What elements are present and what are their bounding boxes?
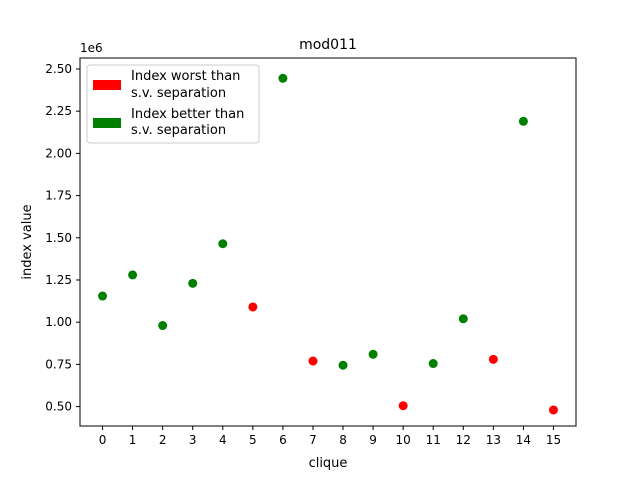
data-point xyxy=(458,314,468,324)
data-point xyxy=(218,239,228,249)
x-tick-label: 13 xyxy=(486,433,501,447)
y-tick-label: 1.50 xyxy=(45,231,72,245)
data-point xyxy=(488,354,498,364)
plot-frame xyxy=(79,57,577,427)
chart-title: mod011 xyxy=(299,37,357,53)
x-tick-label: 1 xyxy=(129,433,137,447)
x-tick-label: 8 xyxy=(339,433,347,447)
x-tick-label: 4 xyxy=(219,433,227,447)
x-tick-label: 9 xyxy=(369,433,377,447)
legend-label-worst-line1: Index worst than xyxy=(131,69,240,84)
y-tick-label: 0.75 xyxy=(45,357,72,371)
legend: Index worst than s.v. separation Index b… xyxy=(86,64,260,144)
data-point xyxy=(128,270,138,280)
x-tick-label: 6 xyxy=(279,433,287,447)
data-point xyxy=(308,356,318,366)
data-point xyxy=(398,401,408,411)
x-tick-label: 12 xyxy=(456,433,471,447)
x-tick-label: 5 xyxy=(249,433,257,447)
x-axis-label: clique xyxy=(309,456,348,471)
data-point xyxy=(368,349,378,359)
y-offset-label: 1e6 xyxy=(80,41,103,55)
x-tick-label: 15 xyxy=(546,433,561,447)
data-point xyxy=(428,359,438,369)
x-axis-ticks: 0 1 2 3 4 5 6 7 8 9 10 11 12 13 14 15 xyxy=(99,426,561,447)
data-point xyxy=(188,278,198,288)
y-tick-label: 2.25 xyxy=(45,104,72,118)
legend-label-better-line1: Index better than xyxy=(131,107,244,122)
y-tick-label: 1.75 xyxy=(45,189,72,203)
legend-label-worst-line2: s.v. separation xyxy=(131,86,226,101)
y-tick-label: 2.50 xyxy=(45,62,72,76)
x-tick-label: 0 xyxy=(99,433,107,447)
data-point xyxy=(158,321,168,331)
data-point xyxy=(98,291,108,301)
data-point xyxy=(338,360,348,370)
data-points xyxy=(98,73,558,415)
data-point xyxy=(518,116,528,126)
y-tick-label: 1.00 xyxy=(45,315,72,329)
y-tick-label: 2.00 xyxy=(45,146,72,160)
data-point xyxy=(548,405,558,415)
y-axis-ticks: 0.50 0.75 1.00 1.25 1.50 1.75 2.00 2.25 2.50 xyxy=(45,62,80,414)
x-tick-label: 10 xyxy=(396,433,411,447)
x-tick-label: 3 xyxy=(189,433,197,447)
x-tick-label: 14 xyxy=(516,433,531,447)
y-axis-label: index value xyxy=(20,204,35,279)
x-tick-label: 11 xyxy=(426,433,441,447)
y-tick-label: 0.50 xyxy=(45,400,72,414)
data-point xyxy=(278,73,288,83)
legend-swatch-green xyxy=(93,118,121,128)
x-tick-label: 7 xyxy=(309,433,317,447)
data-point xyxy=(248,302,258,312)
y-tick-label: 1.25 xyxy=(45,273,72,287)
legend-swatch-red xyxy=(93,80,121,90)
x-tick-label: 2 xyxy=(159,433,167,447)
legend-box xyxy=(86,64,260,144)
legend-label-better-line2: s.v. separation xyxy=(131,123,226,138)
